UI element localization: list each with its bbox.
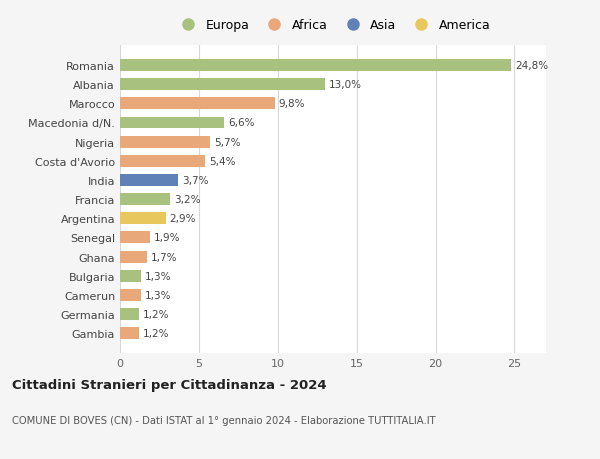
Bar: [120, 174, 178, 186]
Bar: [120, 60, 511, 72]
Bar: [120, 232, 150, 244]
Bar: [120, 156, 205, 168]
Text: 3,7%: 3,7%: [182, 175, 209, 185]
Text: Cittadini Stranieri per Cittadinanza - 2024: Cittadini Stranieri per Cittadinanza - 2…: [12, 379, 326, 392]
Text: 1,7%: 1,7%: [151, 252, 177, 262]
Bar: [120, 308, 139, 320]
Bar: [120, 289, 140, 301]
Text: 1,9%: 1,9%: [154, 233, 181, 243]
Bar: [120, 213, 166, 225]
Text: 6,6%: 6,6%: [228, 118, 254, 128]
Bar: [120, 194, 170, 206]
Text: 3,2%: 3,2%: [175, 195, 201, 205]
Bar: [120, 251, 147, 263]
Text: 9,8%: 9,8%: [278, 99, 305, 109]
Text: 2,9%: 2,9%: [170, 214, 196, 224]
Text: 1,3%: 1,3%: [145, 271, 171, 281]
Text: 24,8%: 24,8%: [515, 61, 548, 71]
Bar: [120, 136, 210, 148]
Bar: [120, 117, 224, 129]
Bar: [120, 270, 140, 282]
Legend: Europa, Africa, Asia, America: Europa, Africa, Asia, America: [173, 17, 493, 35]
Text: 1,3%: 1,3%: [145, 290, 171, 300]
Bar: [120, 79, 325, 91]
Bar: [120, 328, 139, 340]
Bar: [120, 98, 275, 110]
Text: 5,4%: 5,4%: [209, 157, 236, 167]
Text: 1,2%: 1,2%: [143, 329, 169, 338]
Text: COMUNE DI BOVES (CN) - Dati ISTAT al 1° gennaio 2024 - Elaborazione TUTTITALIA.I: COMUNE DI BOVES (CN) - Dati ISTAT al 1° …: [12, 415, 436, 425]
Text: 1,2%: 1,2%: [143, 309, 169, 319]
Text: 5,7%: 5,7%: [214, 137, 241, 147]
Text: 13,0%: 13,0%: [329, 80, 362, 90]
